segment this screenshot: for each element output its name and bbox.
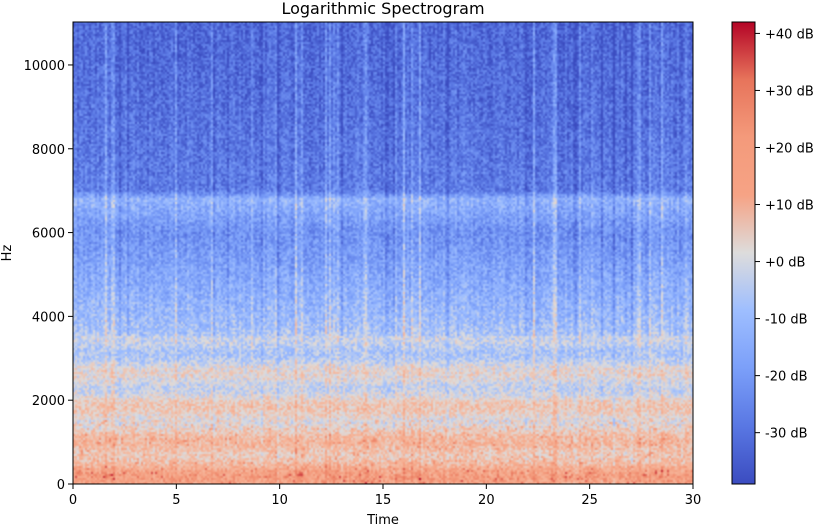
colorbar: -30 dB -20 dB -10 dB +0 dB +10 dB +20 dB +30 d… <box>731 21 814 485</box>
chart-title: Logarithmic Spectrogram <box>281 0 484 18</box>
y-tick-label: 6000 <box>32 227 65 242</box>
y-tick-label: 0 <box>57 478 65 493</box>
x-axis-label: Time <box>366 513 399 527</box>
x-axis-ticks: 0 5 10 15 20 25 30 <box>69 484 701 508</box>
y-tick-label: 2000 <box>32 394 65 409</box>
spectrogram-heatmap <box>73 22 693 484</box>
colorbar-tick-label: +20 dB <box>765 141 814 156</box>
colorbar-gradient <box>732 22 755 484</box>
x-tick-label: 25 <box>581 493 598 508</box>
x-tick-label: 30 <box>685 493 702 508</box>
x-tick-label: 10 <box>271 493 288 508</box>
colorbar-tick-label: -20 dB <box>765 370 808 385</box>
colorbar-tick-label: +40 dB <box>765 27 814 42</box>
y-tick-label: 4000 <box>32 310 65 325</box>
y-axis-ticks: 0 2000 4000 6000 8000 10000 <box>24 59 73 493</box>
colorbar-tick-label: +10 dB <box>765 199 814 214</box>
colorbar-tick-label: +0 dB <box>765 256 805 271</box>
y-axis-label: Hz <box>0 245 15 262</box>
colorbar-tick-label: -10 dB <box>765 313 808 328</box>
spectrogram-plot-area <box>72 21 694 485</box>
colorbar-tick-label: +30 dB <box>765 84 814 99</box>
x-tick-label: 20 <box>478 493 495 508</box>
colorbar-ticks: -30 dB -20 dB -10 dB +0 dB +10 dB +20 dB +30 d… <box>755 27 814 442</box>
y-tick-label: 10000 <box>24 59 65 74</box>
x-tick-label: 5 <box>172 493 180 508</box>
colorbar-tick-label: -30 dB <box>765 427 808 442</box>
y-tick-label: 8000 <box>32 143 65 158</box>
x-tick-label: 0 <box>69 493 77 508</box>
colorbar-frame <box>731 21 756 485</box>
x-tick-label: 15 <box>375 493 392 508</box>
